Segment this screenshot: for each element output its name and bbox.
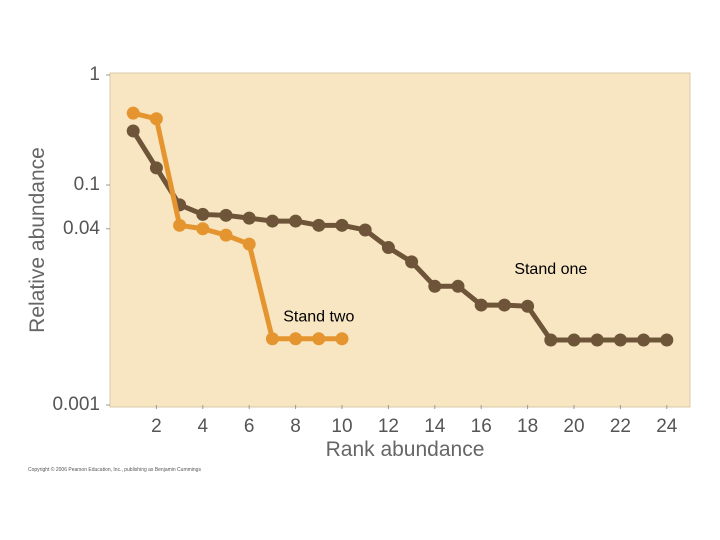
x-tick-label: 6	[244, 416, 255, 437]
plot-area	[109, 72, 691, 408]
data-point	[335, 332, 349, 346]
data-point	[312, 332, 326, 346]
data-point	[265, 214, 279, 228]
data-point	[265, 332, 279, 346]
data-point	[497, 298, 511, 312]
x-axis-label: Rank abundance	[326, 438, 485, 461]
x-tick-label: 4	[198, 416, 209, 437]
data-point	[219, 208, 233, 222]
data-point	[544, 333, 558, 347]
data-point	[196, 207, 210, 221]
x-tick-label: 10	[331, 416, 352, 437]
annotation: Stand one	[514, 261, 587, 278]
series-line	[132, 110, 342, 342]
y-tick-label: 0.04	[63, 218, 100, 239]
x-tick-label: 22	[610, 416, 631, 437]
data-point	[242, 211, 256, 225]
data-point	[196, 222, 210, 236]
data-point	[451, 279, 465, 293]
data-point	[405, 255, 419, 269]
x-tick-label: 18	[517, 416, 538, 437]
data-point	[149, 112, 163, 126]
data-point	[335, 218, 349, 232]
data-point	[660, 333, 674, 347]
data-point	[567, 333, 581, 347]
y-tick-label: 0.1	[74, 174, 100, 195]
data-point	[219, 228, 233, 242]
x-tick-label: 14	[424, 416, 446, 437]
annotation: Stand two	[283, 308, 354, 325]
data-point	[358, 223, 372, 237]
footer: Copyright © 2006 Pearson Education, Inc.…	[28, 466, 201, 473]
y-tick-label: 1	[89, 64, 100, 85]
data-point	[289, 214, 303, 228]
data-point	[126, 106, 140, 120]
data-point	[126, 124, 140, 138]
y-tick-label: 0.001	[52, 394, 100, 415]
data-point	[149, 161, 163, 175]
data-point	[289, 332, 303, 346]
data-point	[381, 241, 395, 255]
data-point	[173, 218, 187, 232]
y-axis-label: Relative abundance	[26, 147, 49, 333]
data-point	[637, 333, 651, 347]
data-point	[428, 279, 442, 293]
data-point	[474, 298, 488, 312]
x-tick-label: 24	[656, 416, 678, 437]
x-tick-label: 8	[290, 416, 301, 437]
x-tick-label: 16	[471, 416, 492, 437]
x-tick-label: 12	[378, 416, 399, 437]
data-point	[312, 218, 326, 232]
data-point	[613, 333, 627, 347]
data-point	[242, 237, 256, 251]
data-point	[590, 333, 604, 347]
x-tick-label: 2	[151, 416, 162, 437]
data-point	[521, 299, 535, 313]
x-tick-label: 20	[563, 416, 584, 437]
